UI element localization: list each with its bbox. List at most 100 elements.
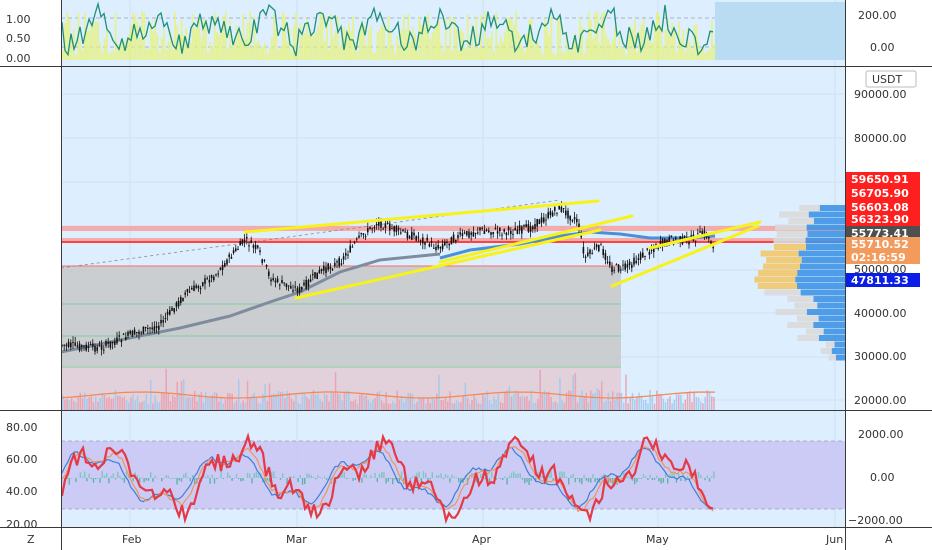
candle-body: [386, 222, 389, 224]
top-histogram-bar: [92, 22, 95, 60]
histogram-bar: [568, 478, 570, 485]
volume-bar: [700, 401, 702, 410]
volume-bar: [695, 397, 698, 410]
volume-bar: [664, 402, 667, 410]
volume-bar: [647, 403, 649, 410]
histogram-bar: [521, 478, 524, 480]
top-histogram-bar: [136, 21, 139, 60]
top-histogram-bar: [592, 38, 594, 60]
volume-bar: [658, 394, 660, 410]
candle-body: [549, 211, 552, 216]
volume-bar: [541, 392, 544, 410]
volume-bar: [460, 402, 462, 410]
top-histogram-bar: [128, 34, 130, 60]
histogram-bar: [418, 471, 420, 478]
candle-body: [70, 342, 72, 348]
volume-bar: [180, 381, 183, 410]
candle-body: [356, 238, 358, 240]
volume-bar: [651, 396, 654, 410]
range-box-pink: [61, 366, 621, 410]
candle-body: [633, 257, 635, 265]
volume-bar: [517, 393, 519, 410]
currency-badge[interactable]: [865, 70, 917, 88]
histogram-bar: [251, 478, 253, 484]
candle-body: [402, 229, 404, 231]
candle-body: [389, 223, 391, 231]
top-histogram-bar: [680, 39, 682, 60]
candle-body: [195, 285, 197, 288]
volume-bar: [66, 398, 68, 410]
candle-body: [441, 244, 444, 250]
volume-bar: [510, 396, 513, 410]
auto-scale-right-button[interactable]: A: [885, 533, 893, 546]
volume-bar: [77, 397, 79, 410]
volume-profile-bar-buy: [798, 250, 845, 257]
volume-bar: [108, 396, 110, 410]
top-histogram-bar: [486, 38, 489, 60]
top-histogram-bar: [165, 49, 168, 60]
histogram-bar: [546, 478, 548, 484]
volume-bar: [323, 393, 326, 410]
top-histogram-bar: [323, 41, 326, 60]
volume-bar: [62, 394, 64, 410]
volume-bar: [381, 400, 383, 410]
trendlines[interactable]: [243, 199, 762, 300]
top-histogram-bar: [612, 39, 614, 60]
volume-profile-bar-sell: [758, 270, 798, 276]
volume-bar: [172, 395, 174, 410]
volume-profile-bar-buy: [817, 302, 845, 309]
histogram-bar: [550, 471, 552, 478]
volume-bar: [246, 380, 249, 410]
candle-body: [661, 239, 664, 247]
candle-body: [276, 278, 279, 282]
volume-bar: [112, 398, 115, 410]
top-histogram-bar: [180, 19, 183, 60]
price-tag-label: 02:16:59: [851, 251, 906, 264]
volume-profile-bar-buy: [806, 244, 845, 250]
volume-bar: [557, 403, 559, 410]
volume-bar: [282, 391, 284, 410]
volume-bar: [198, 394, 200, 410]
histogram-bar: [541, 475, 543, 478]
histogram-bar: [508, 476, 510, 478]
volume-bar: [310, 394, 313, 410]
top-histogram-bar: [81, 50, 84, 60]
histogram-bar: [66, 478, 68, 479]
volume-bar: [279, 392, 282, 410]
top-histogram-bar: [352, 16, 355, 60]
candle-body: [428, 243, 431, 247]
volume-bar: [438, 374, 440, 410]
top-histogram-bar: [242, 14, 245, 60]
volume-bar: [321, 401, 324, 410]
volume-bar: [345, 390, 348, 410]
top-histogram-bar: [708, 49, 711, 60]
volume-bar: [612, 391, 614, 410]
histogram-bar: [310, 475, 312, 478]
auto-scale-left-button[interactable]: Z: [27, 533, 35, 546]
top-histogram-bar: [70, 39, 73, 60]
top-histogram-bar: [455, 30, 458, 60]
histogram-bar: [581, 478, 583, 485]
volume-bar: [634, 399, 636, 410]
histogram-bar: [693, 476, 695, 478]
candle-body: [83, 345, 85, 347]
histogram-bar: [323, 476, 326, 478]
candle-body: [206, 278, 208, 280]
histogram-bar: [689, 478, 691, 480]
top-histogram-bar: [638, 30, 641, 60]
candle-body: [395, 225, 398, 232]
histogram-bar: [271, 471, 273, 478]
candle-body: [204, 278, 206, 284]
histogram-bar: [416, 473, 418, 478]
candle-body: [67, 341, 70, 347]
candle-body: [140, 332, 142, 334]
volume-bar: [152, 403, 154, 410]
volume-bar: [596, 388, 599, 410]
candle-body: [364, 236, 367, 238]
volume-profile-bar-buy: [801, 257, 845, 263]
histogram-bar: [163, 478, 165, 479]
volume-profile-bar-buy: [797, 270, 845, 276]
histogram-bar: [255, 472, 257, 478]
